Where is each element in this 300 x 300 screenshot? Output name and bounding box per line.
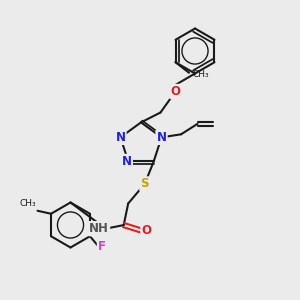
Text: N: N bbox=[122, 155, 132, 168]
Text: F: F bbox=[98, 240, 106, 253]
Text: S: S bbox=[140, 178, 149, 190]
Text: N: N bbox=[116, 131, 125, 144]
Text: O: O bbox=[170, 85, 181, 98]
Text: N: N bbox=[157, 131, 166, 144]
Text: CH₃: CH₃ bbox=[193, 70, 209, 79]
Text: NH: NH bbox=[89, 222, 109, 235]
Text: CH₃: CH₃ bbox=[20, 199, 36, 208]
Text: O: O bbox=[142, 224, 152, 237]
